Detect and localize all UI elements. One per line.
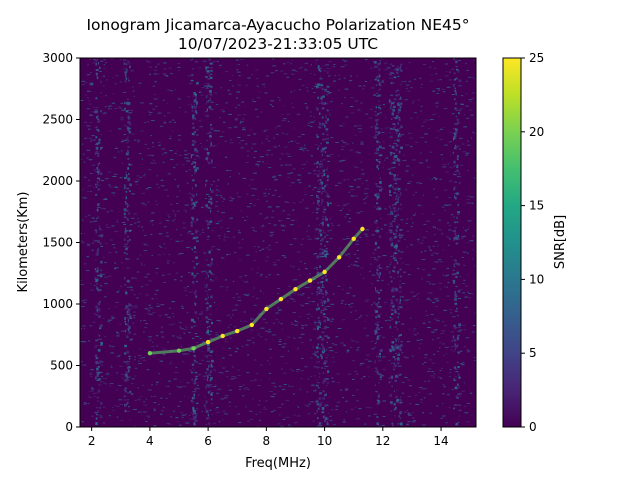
colorbar-tick-label: 15	[529, 199, 544, 213]
echo-trace	[147, 226, 365, 356]
echo-point	[278, 296, 284, 302]
echo-point	[205, 339, 211, 345]
x-tick-label: 10	[317, 434, 332, 448]
y-tick-label: 1000	[42, 297, 73, 311]
y-tick-label: 3000	[42, 51, 73, 65]
echo-point	[220, 333, 225, 339]
x-tick-label: 6	[204, 434, 212, 448]
y-axis: 0 500 1000 1500 2000 2500 3000	[42, 51, 80, 434]
x-tick-label: 2	[88, 434, 96, 448]
x-tick-label: 4	[146, 434, 154, 448]
x-tick-label: 14	[433, 434, 448, 448]
echo-point	[235, 328, 240, 334]
echo-point	[249, 322, 254, 328]
colorbar-axis: 0 5 10 15 20 25	[521, 51, 544, 434]
colorbar-frame	[502, 57, 522, 428]
y-tick-label: 2000	[42, 174, 73, 188]
colorbar-tick-label: 0	[529, 420, 537, 434]
x-tick-label: 12	[375, 434, 390, 448]
echo-point	[147, 351, 153, 356]
x-axis-label: Freq(MHz)	[245, 456, 311, 471]
echo-point	[351, 236, 356, 241]
y-tick-label: 500	[50, 359, 73, 373]
y-tick-label: 0	[65, 420, 73, 434]
colorbar-tick-label: 5	[529, 346, 537, 360]
x-axis: 2 4 6 8 10 12 14	[88, 427, 449, 448]
echo-point	[336, 255, 342, 260]
echo-point	[264, 306, 269, 312]
echo-point	[360, 226, 365, 232]
colorbar-label: SNR[dB]	[553, 215, 568, 269]
echo-point	[307, 278, 313, 283]
colorbar-tick-label: 20	[529, 125, 544, 139]
chart-title-line2: 10/07/2023-21:33:05 UTC	[177, 35, 379, 53]
y-tick-label: 1500	[42, 236, 73, 250]
chart-title-line1: Ionogram Jicamarca-Ayacucho Polarization…	[86, 16, 470, 34]
noise-layer	[80, 58, 476, 427]
colorbar	[503, 58, 521, 427]
x-tick-label: 8	[263, 434, 271, 448]
y-axis-label: Kilometers(Km)	[16, 192, 31, 293]
colorbar-tick-label: 25	[529, 51, 544, 65]
y-tick-label: 2500	[42, 113, 73, 127]
echo-point	[322, 269, 327, 275]
echo-point	[176, 348, 182, 353]
echo-point	[293, 287, 298, 292]
echo-point	[191, 346, 196, 351]
colorbar-tick-label: 10	[529, 272, 544, 286]
